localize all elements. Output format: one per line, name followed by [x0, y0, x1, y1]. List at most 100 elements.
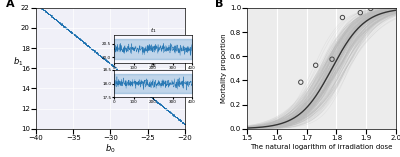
Point: [155, 101, 162, 104]
Point: [64, 28, 71, 31]
Point: [160, 106, 167, 109]
Point: [130, 81, 136, 83]
Point: [37, 6, 43, 9]
Point: [148, 95, 154, 97]
Point: [151, 98, 158, 101]
Point: [141, 89, 147, 92]
Point: [85, 45, 92, 47]
Point: [140, 89, 146, 92]
Point: [90, 49, 97, 51]
Point: [80, 41, 86, 43]
Point: [143, 91, 149, 94]
Point: [106, 62, 113, 64]
Point: [132, 82, 138, 85]
Point: [68, 30, 74, 33]
Point: [119, 72, 125, 74]
Point: [46, 13, 52, 15]
Point: [133, 84, 140, 86]
Point: [108, 64, 114, 66]
Point: [68, 32, 74, 34]
Point: [103, 60, 110, 63]
Point: [58, 22, 64, 25]
X-axis label: The natural logarithm of irradiation dose: The natural logarithm of irradiation dos…: [250, 144, 393, 150]
Point: [175, 117, 182, 120]
Point: [178, 120, 184, 122]
Point: [73, 35, 80, 37]
Point: [136, 87, 142, 89]
Point: [77, 39, 84, 41]
Point: [175, 118, 182, 121]
Point: [112, 66, 119, 69]
Point: [55, 20, 61, 23]
Point: [45, 13, 52, 15]
Point: [162, 107, 169, 110]
Point: [46, 14, 53, 16]
Point: [84, 44, 91, 47]
Point: [109, 64, 115, 66]
Point: [180, 122, 187, 125]
Point: [100, 56, 106, 59]
Point: [142, 90, 148, 93]
Point: [49, 16, 56, 18]
Point: [123, 75, 129, 78]
Point: [126, 78, 133, 81]
Point: [86, 45, 92, 48]
Point: [40, 9, 47, 11]
Point: [133, 84, 139, 86]
Point: [36, 5, 42, 8]
Point: [79, 39, 85, 42]
Point: [35, 4, 41, 7]
Point: [94, 51, 100, 54]
Point: [170, 113, 176, 115]
Point: [106, 61, 112, 64]
Point: [312, 64, 319, 67]
Point: [140, 88, 146, 91]
Point: [87, 47, 94, 49]
Point: [156, 103, 163, 105]
Point: [68, 30, 74, 33]
Point: [152, 99, 159, 101]
Point: [130, 81, 137, 84]
Point: [35, 4, 42, 6]
Point: [83, 43, 89, 45]
Point: [58, 22, 64, 25]
Point: [115, 69, 122, 72]
Point: [55, 20, 62, 23]
Point: [127, 78, 133, 81]
Point: [76, 37, 83, 40]
Point: [173, 116, 180, 118]
Point: [74, 36, 81, 39]
Point: [152, 99, 158, 101]
Point: [134, 85, 140, 87]
Point: [93, 52, 99, 54]
Point: [49, 16, 55, 18]
Point: [173, 116, 180, 118]
Point: [55, 20, 61, 22]
Point: [94, 52, 101, 55]
Point: [165, 110, 171, 112]
Point: [96, 54, 102, 56]
Point: [97, 55, 103, 57]
Point: [176, 119, 183, 121]
Point: [87, 47, 94, 50]
Point: [82, 42, 88, 45]
Point: [57, 22, 63, 24]
Point: [44, 11, 50, 14]
Point: [177, 119, 184, 121]
Point: [80, 40, 86, 42]
Point: [75, 37, 81, 39]
Point: [56, 21, 62, 23]
Point: [109, 64, 116, 67]
Point: [105, 61, 112, 64]
Point: [80, 41, 86, 43]
Point: [146, 94, 152, 97]
Point: [71, 34, 78, 36]
Point: [134, 84, 140, 87]
Point: [94, 52, 100, 55]
Point: [102, 58, 108, 61]
Point: [36, 5, 42, 8]
Point: [50, 16, 56, 19]
Point: [93, 52, 100, 54]
Point: [141, 90, 148, 93]
Point: [162, 107, 168, 110]
